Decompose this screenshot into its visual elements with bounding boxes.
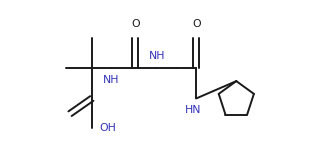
Text: O: O: [131, 19, 140, 29]
Text: O: O: [193, 19, 201, 29]
Text: NH: NH: [149, 51, 165, 61]
Text: NH: NH: [103, 75, 120, 85]
Text: OH: OH: [100, 123, 116, 133]
Text: HN: HN: [184, 105, 201, 115]
